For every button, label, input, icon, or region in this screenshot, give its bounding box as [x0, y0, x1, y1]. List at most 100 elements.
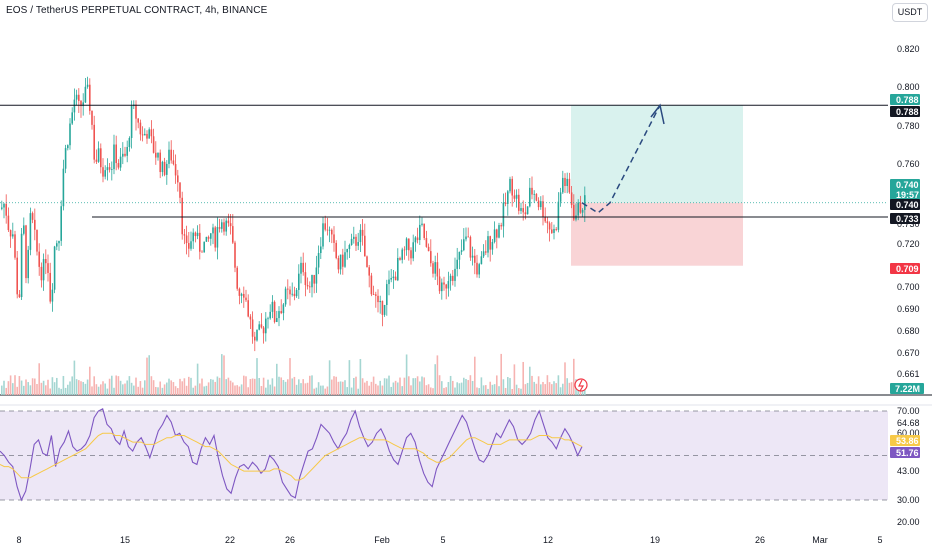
candle-body	[205, 236, 208, 242]
price-badge-value: 0.733	[896, 214, 919, 224]
candle-body	[232, 226, 234, 243]
volume-bar	[366, 380, 368, 395]
volume-bar	[234, 385, 236, 395]
volume-bar	[553, 381, 555, 395]
volume-bar	[194, 385, 197, 395]
volume-bar	[562, 383, 564, 395]
candle-body	[454, 268, 456, 281]
candle-body	[430, 251, 432, 264]
price-badge-value: 0.709	[896, 264, 919, 274]
candle-body	[157, 152, 159, 158]
volume-bar	[113, 387, 115, 395]
candle-body	[84, 86, 87, 103]
volume-bar	[476, 387, 478, 395]
volume-bar	[38, 363, 40, 395]
price-tick-label: 0.820	[897, 44, 920, 54]
volume-bar	[421, 376, 423, 395]
time-tick-label: 5	[877, 535, 882, 545]
volume-bar	[298, 379, 300, 395]
volume-bar	[397, 382, 399, 395]
candle-body	[181, 197, 183, 235]
volume-bar	[75, 379, 78, 395]
volume-bar	[357, 388, 359, 395]
volume-bar	[370, 381, 373, 395]
time-tick-label: 19	[650, 535, 660, 545]
candle-body	[172, 160, 175, 165]
candle-body	[119, 156, 122, 168]
volume-bar	[201, 378, 203, 395]
price-tick-label: 0.720	[897, 239, 920, 249]
candle-body	[458, 251, 461, 260]
volume-bar	[84, 383, 87, 395]
volume-bar	[447, 382, 450, 395]
volume-bar	[498, 386, 500, 395]
candle-body	[315, 267, 318, 284]
candle-body	[69, 123, 71, 146]
candle-body	[511, 178, 513, 196]
volume-bar	[478, 388, 480, 395]
price-tick-label: 0.661	[897, 369, 920, 379]
candle-body	[566, 178, 568, 187]
currency-button[interactable]: USDT	[892, 3, 928, 22]
candle-body	[432, 263, 434, 274]
volume-bar	[108, 378, 111, 395]
volume-bar	[524, 384, 527, 395]
candle-body	[273, 301, 276, 323]
candle-body	[122, 153, 124, 157]
volume-bar	[16, 386, 18, 395]
rsi-tick-label: 20.00	[897, 517, 920, 527]
volume-bar	[342, 381, 344, 395]
volume-bar	[25, 379, 27, 395]
volume-bar	[390, 386, 392, 395]
candle-body	[357, 242, 359, 246]
candle-body	[452, 275, 454, 281]
volume-bar	[269, 384, 271, 395]
alert-icon[interactable]	[574, 378, 588, 392]
rsi-tick-label: 64.68	[897, 418, 920, 428]
candle-body	[295, 289, 298, 297]
volume-bar	[452, 380, 454, 395]
candle-body	[344, 252, 346, 267]
candle-body	[416, 237, 419, 241]
volume-bar	[40, 382, 43, 395]
volume-bar	[267, 379, 269, 395]
candle-body	[311, 275, 313, 288]
candle-body	[570, 192, 573, 205]
candle-body	[62, 168, 65, 207]
candle-body	[280, 311, 282, 314]
volume-bar	[471, 380, 474, 395]
time-tick-label: 5	[440, 535, 445, 545]
candle-body	[577, 202, 579, 216]
volume-bar	[214, 381, 216, 395]
volume-bar	[489, 381, 491, 395]
candle-body	[124, 153, 126, 156]
candle-body	[526, 206, 529, 215]
volume-bar	[559, 387, 562, 395]
candle-body	[498, 225, 500, 238]
volume-bar	[130, 382, 133, 395]
candle-body	[557, 201, 560, 230]
candle-body	[408, 238, 410, 251]
candle-body	[568, 178, 571, 193]
volume-bar	[502, 379, 505, 395]
volume-bar	[313, 388, 315, 395]
volume-bar	[456, 382, 458, 395]
volume-bar	[518, 388, 520, 395]
candle-body	[58, 240, 60, 244]
price-tick-label: 0.670	[897, 348, 920, 358]
candle-body	[293, 293, 296, 297]
candle-body	[520, 208, 522, 211]
candle-body	[115, 144, 117, 164]
candle-body	[271, 301, 274, 312]
time-tick-label: 26	[285, 535, 295, 545]
volume-bar	[179, 378, 181, 395]
lightning-glyph	[578, 379, 585, 392]
candle-body	[531, 187, 533, 195]
volume-bar	[509, 378, 511, 395]
volume-bar	[322, 385, 324, 395]
candle-body	[31, 213, 34, 220]
candle-body	[403, 249, 406, 251]
candle-body	[254, 336, 256, 341]
volume-bar	[324, 388, 326, 395]
